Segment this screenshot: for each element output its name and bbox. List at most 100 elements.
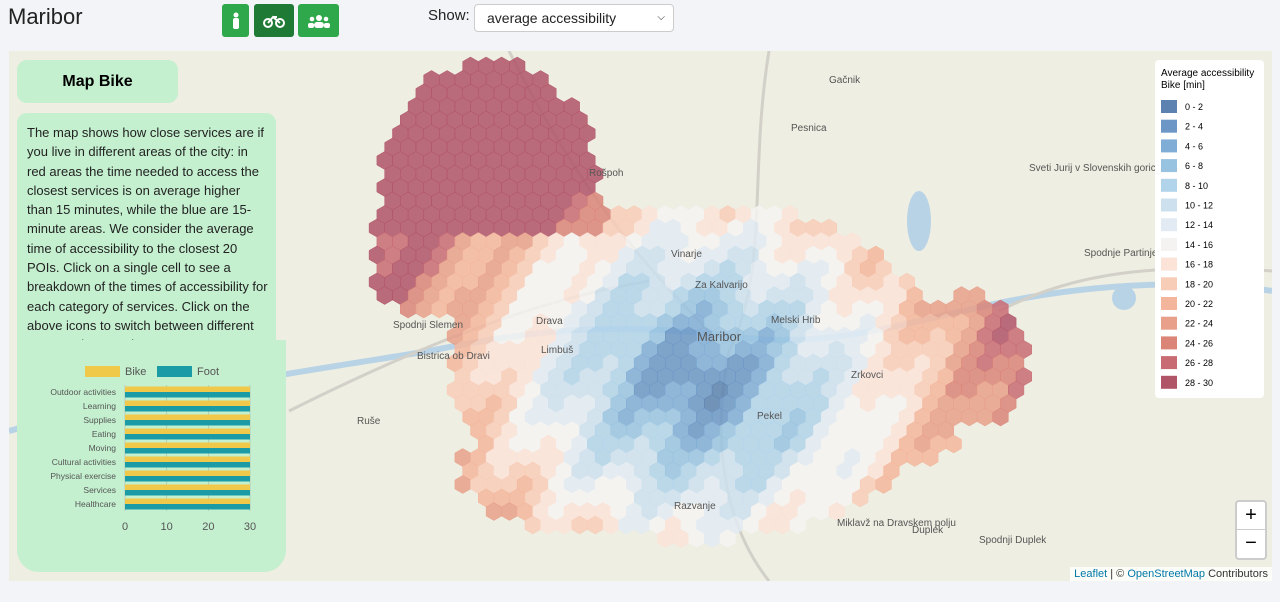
panel-title: Map Bike xyxy=(17,60,178,103)
place-label: Miklavž na Dravskem polju xyxy=(837,518,956,529)
app-title: Maribor xyxy=(8,4,83,29)
legend-swatch xyxy=(157,366,192,377)
place-label: Drava xyxy=(536,316,563,327)
walk-button[interactable] xyxy=(222,4,249,37)
legend-label: 28 - 30 xyxy=(1185,378,1213,388)
legend-swatch xyxy=(1161,297,1177,310)
legend-label: Foot xyxy=(197,366,219,378)
select-value: average accessibility xyxy=(487,10,617,26)
legend-label: 0 - 2 xyxy=(1185,102,1203,112)
bar xyxy=(125,434,250,440)
legend-swatch xyxy=(1161,139,1177,153)
place-label: Bistrica ob Dravi xyxy=(417,351,490,362)
place-label: Duplek xyxy=(912,525,944,536)
bar xyxy=(125,386,250,392)
bar xyxy=(125,490,250,496)
bar xyxy=(125,462,250,468)
legend-swatch xyxy=(85,366,120,377)
hex-cell xyxy=(852,488,869,508)
legend-label: 2 - 4 xyxy=(1185,122,1203,132)
map-canvas: Gačnik Pesnica Sveti Jurij v Slovenskih go… xyxy=(9,51,1272,581)
legend-label: 10 - 12 xyxy=(1185,201,1213,211)
y-tick-label: Cultural activities xyxy=(52,457,116,467)
legend-swatch xyxy=(1161,375,1177,389)
bar xyxy=(125,428,250,434)
legend-label: 20 - 22 xyxy=(1185,299,1213,309)
hex-cell xyxy=(922,448,939,467)
hex-cell xyxy=(789,515,806,535)
bar xyxy=(125,392,250,398)
bar xyxy=(125,484,250,490)
y-tick-label: Physical exercise xyxy=(50,471,116,481)
zoom-in[interactable]: + xyxy=(1237,502,1265,530)
legend-swatch xyxy=(1161,100,1177,113)
bar xyxy=(125,442,250,448)
legend-swatch xyxy=(1161,356,1177,370)
bar xyxy=(125,420,250,426)
bar xyxy=(125,504,250,510)
legend-label: 14 - 16 xyxy=(1185,240,1213,250)
place-label: Pesnica xyxy=(791,123,827,134)
legend-swatch xyxy=(1161,237,1177,251)
legend-swatch xyxy=(1161,119,1177,133)
attribution: Leaflet | © OpenStreetMap Contributors xyxy=(1070,567,1272,581)
legend-label: 6 - 8 xyxy=(1185,161,1203,171)
view-select[interactable]: average accessibility ⌵ xyxy=(474,4,674,32)
bar-chart: Bike Foot 0 10 20 30 Outdoor activities Learnin… xyxy=(50,366,256,533)
legend-label: 4 - 6 xyxy=(1185,141,1203,151)
panel-description: The map shows how close services are if … xyxy=(17,113,276,352)
zoom-out[interactable]: − xyxy=(1245,532,1257,554)
attribution-separator: | © xyxy=(1110,568,1125,580)
select-caret: ⌵ xyxy=(657,12,665,23)
bar xyxy=(125,470,250,476)
chart-panel: Bike Foot 0 10 20 30 Outdoor activities Learnin… xyxy=(17,340,286,572)
bar xyxy=(125,400,250,406)
hex-cell xyxy=(719,529,736,548)
legend-swatch xyxy=(1161,277,1177,291)
legend-swatch xyxy=(1161,178,1177,192)
hex-cell xyxy=(992,407,1009,427)
x-tick-label: 30 xyxy=(244,521,256,533)
legend-swatch xyxy=(1161,316,1177,330)
bike-button[interactable] xyxy=(254,4,294,37)
legend-label: 16 - 18 xyxy=(1185,260,1213,270)
place-label: Maribor xyxy=(697,329,742,344)
hex-cell xyxy=(875,475,892,494)
x-tick-label: 0 xyxy=(122,521,128,533)
legend-label: Bike xyxy=(125,366,146,378)
y-tick-label: Supplies xyxy=(83,415,116,425)
legend-title: Bike [min] xyxy=(1161,80,1205,91)
place-label: Gačnik xyxy=(829,75,861,86)
place-label: Spodnji Duplek xyxy=(979,535,1047,546)
y-tick-label: Learning xyxy=(83,401,116,411)
bar xyxy=(125,456,250,462)
place-label: Za Kalvarijo xyxy=(695,280,748,291)
place-label: Spodnji Slemen xyxy=(393,320,463,331)
y-tick-label: Eating xyxy=(92,429,116,439)
group-button[interactable] xyxy=(298,4,339,37)
bar xyxy=(125,476,250,482)
zoom-control: + − xyxy=(1235,500,1267,560)
leaflet-link[interactable]: Leaflet xyxy=(1074,568,1108,580)
map[interactable]: Gačnik Pesnica Sveti Jurij v Slovenskih go… xyxy=(9,51,1272,581)
legend-swatch xyxy=(1161,198,1177,212)
x-tick-label: 20 xyxy=(202,521,214,533)
hex-cell xyxy=(828,502,845,521)
y-tick-label: Services xyxy=(83,485,116,495)
place-label: Melski Hrib xyxy=(771,315,821,326)
y-tick-label: Outdoor activities xyxy=(50,387,116,397)
place-label: Sveti Jurij v Slovenskih goricah xyxy=(1029,163,1167,174)
show-label: Show: xyxy=(428,7,470,24)
map-legend: Average accessibility Bike [min] 0 - 2 2 - … xyxy=(1155,60,1264,398)
place-label: Vinarje xyxy=(671,249,702,260)
legend-label: 26 - 28 xyxy=(1185,358,1213,368)
y-tick-label: Moving xyxy=(89,443,117,453)
x-tick-label: 10 xyxy=(161,521,173,533)
legend-swatch xyxy=(1161,218,1177,232)
osm-link[interactable]: OpenStreetMap xyxy=(1127,568,1206,580)
bar xyxy=(125,498,250,504)
bar xyxy=(125,414,250,420)
bar xyxy=(125,448,250,454)
legend-title: Average accessibility xyxy=(1161,68,1254,79)
